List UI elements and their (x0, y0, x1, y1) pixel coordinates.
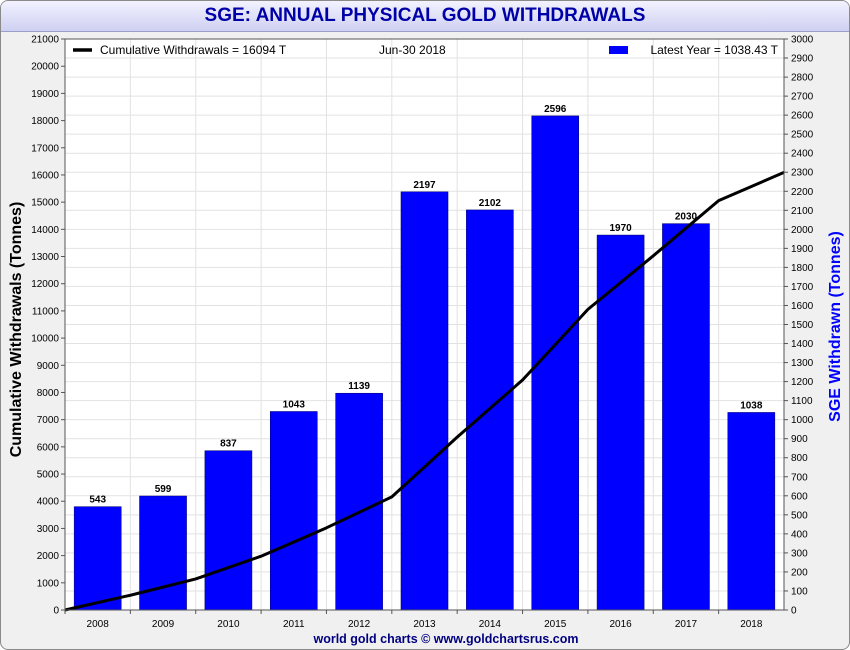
right-tick-label: 2000 (791, 225, 814, 236)
left-tick-label: 0 (53, 606, 59, 617)
bar-value-label: 599 (155, 484, 172, 495)
left-tick-label: 10000 (31, 334, 59, 345)
left-tick-label: 15000 (31, 198, 59, 209)
bar-2009 (139, 495, 187, 611)
right-tick-label: 2200 (791, 187, 814, 198)
x-tick-label: 2016 (609, 619, 632, 630)
right-tick-label: 800 (791, 453, 808, 464)
x-tick-label: 2018 (740, 619, 763, 630)
right-tick-label: 3000 (791, 35, 814, 46)
left-tick-label: 19000 (31, 89, 59, 100)
right-tick-label: 2100 (791, 206, 814, 217)
right-axis-title: SGE Withdrawn (Tonnes) (827, 231, 844, 422)
right-tick-label: 700 (791, 472, 808, 483)
bar-value-label: 1043 (283, 399, 306, 410)
right-tick-label: 2800 (791, 73, 814, 84)
bar-2017 (662, 223, 710, 611)
left-tick-label: 3000 (37, 524, 60, 535)
right-tick-label: 2600 (791, 111, 814, 122)
bar-value-label: 2596 (544, 104, 567, 115)
left-tick-label: 7000 (37, 415, 60, 426)
right-tick-label: 2700 (791, 92, 814, 103)
x-tick-label: 2010 (217, 619, 240, 630)
right-tick-label: 1700 (791, 282, 814, 293)
right-tick-label: 2300 (791, 168, 814, 179)
right-tick-label: 0 (791, 606, 797, 617)
legend-date-label: Jun-30 2018 (379, 43, 446, 57)
x-tick-label: 2017 (675, 619, 698, 630)
right-tick-label: 1300 (791, 358, 814, 369)
left-tick-label: 6000 (37, 442, 60, 453)
bar-2011 (269, 411, 318, 611)
bar-value-label: 2197 (413, 180, 436, 191)
right-tick-label: 100 (791, 586, 808, 597)
footer-credit: world gold charts © www.goldchartsrus.co… (312, 632, 578, 646)
right-tick-label: 1400 (791, 339, 814, 350)
right-tick-label: 900 (791, 434, 808, 445)
bar-value-label: 2030 (675, 212, 698, 223)
cumulative-line (64, 171, 785, 612)
x-tick-label: 2011 (283, 619, 305, 630)
right-tick-label: 600 (791, 491, 808, 502)
left-tick-label: 20000 (31, 62, 59, 73)
left-tick-label: 2000 (37, 551, 60, 562)
left-tick-label: 9000 (37, 361, 60, 372)
left-tick-label: 14000 (31, 225, 59, 236)
legend-bar-swatch (609, 46, 628, 54)
left-tick-label: 11000 (32, 306, 60, 317)
left-tick-label: 8000 (37, 388, 60, 399)
x-tick-label: 2008 (87, 619, 110, 630)
legend-cumulative-label: Cumulative Withdrawals = 16094 T (100, 43, 287, 57)
left-tick-label: 12000 (31, 279, 59, 290)
right-tick-label: 2900 (791, 54, 814, 65)
right-tick-label: 1900 (791, 244, 814, 255)
x-tick-label: 2012 (348, 619, 371, 630)
x-tick-label: 2013 (413, 619, 436, 630)
x-tick-label: 2015 (544, 619, 567, 630)
legend-latest-label: Latest Year = 1038.43 T (650, 43, 778, 57)
right-tick-label: 2400 (791, 149, 814, 160)
right-tick-label: 1800 (791, 263, 814, 274)
bar-value-label: 837 (220, 439, 237, 450)
left-tick-label: 13000 (31, 252, 59, 263)
x-tick-label: 2014 (479, 619, 502, 630)
x-tick-label: 2009 (152, 619, 175, 630)
left-tick-label: 4000 (37, 497, 60, 508)
left-tick-label: 5000 (37, 470, 60, 481)
left-tick-label: 17000 (31, 143, 59, 154)
bar-value-label: 1038 (740, 400, 763, 411)
right-tick-label: 200 (791, 567, 808, 578)
right-tick-label: 1100 (791, 396, 813, 407)
right-tick-label: 400 (791, 529, 808, 540)
bar-value-label: 2102 (479, 198, 502, 209)
bar-value-label: 1139 (348, 381, 370, 392)
right-tick-label: 1500 (791, 320, 814, 331)
left-axis-title: Cumulative Withdrawals (Tonnes) (8, 202, 25, 458)
bar-2010 (204, 450, 253, 611)
left-tick-label: 21000 (31, 35, 59, 46)
left-tick-label: 18000 (31, 116, 59, 127)
right-tick-label: 1000 (791, 415, 814, 426)
right-tick-label: 1600 (791, 301, 814, 312)
left-tick-label: 1000 (37, 578, 60, 589)
right-tick-label: 500 (791, 510, 808, 521)
bar-2012 (335, 392, 383, 611)
bar-2016 (596, 234, 645, 611)
bar-value-label: 543 (89, 495, 106, 506)
bar-2008 (73, 506, 122, 611)
right-tick-label: 2500 (791, 130, 814, 141)
bar-2013 (400, 191, 449, 611)
bar-2018 (727, 412, 776, 611)
right-tick-label: 1200 (791, 377, 814, 388)
right-tick-label: 300 (791, 548, 808, 559)
chart-title: SGE: ANNUAL PHYSICAL GOLD WITHDRAWALS (1, 1, 849, 32)
bar-value-label: 1970 (609, 223, 632, 234)
left-tick-label: 16000 (31, 170, 59, 181)
